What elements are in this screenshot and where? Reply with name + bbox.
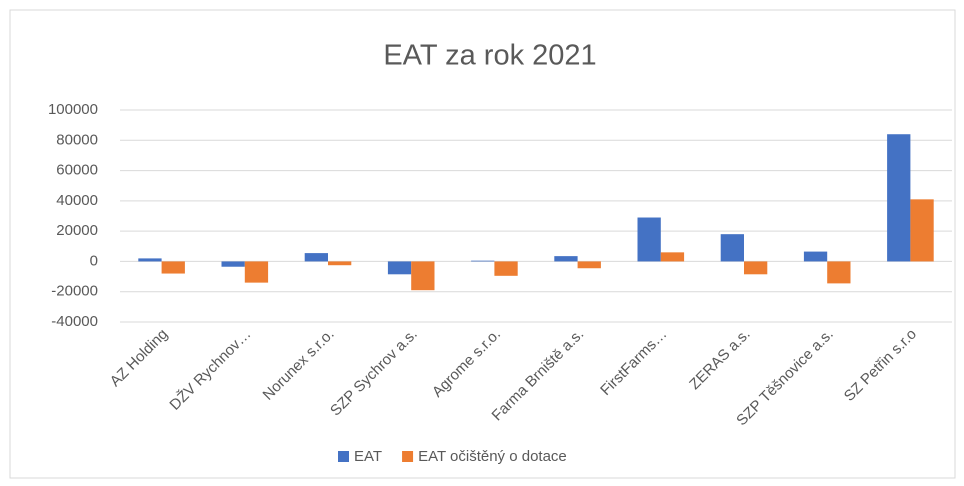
legend-label: EAT [354,448,382,465]
y-tick-label: 100000 [48,101,98,118]
bar [244,261,269,283]
y-tick-label: 80000 [56,131,98,148]
y-tick-label: 40000 [56,192,98,209]
bar [328,261,352,266]
bar [554,256,578,262]
bar [304,253,328,262]
y-tick-label: -40000 [51,313,98,330]
legend-label: EAT očištěný o dotace [418,448,567,465]
bar [803,251,828,262]
y-tick-label: 20000 [56,222,98,239]
bar [387,261,412,275]
bar [161,261,185,274]
bar [138,258,162,262]
y-tick-label: -20000 [51,283,98,300]
bar [660,252,685,262]
bar [887,134,911,262]
legend-swatch [338,451,349,462]
chart-border [9,9,956,479]
bar [221,261,245,267]
bar [637,217,661,262]
y-tick-label: 60000 [56,162,98,179]
bar [577,261,601,269]
bar [411,261,435,291]
y-tick-label: 0 [90,252,98,269]
bar [827,261,851,284]
bar [494,261,518,276]
bar [910,199,934,262]
bar [720,234,744,262]
chart-title: EAT za rok 2021 [383,40,596,72]
bar [744,261,768,275]
bar [471,260,495,262]
legend-swatch [402,451,414,462]
